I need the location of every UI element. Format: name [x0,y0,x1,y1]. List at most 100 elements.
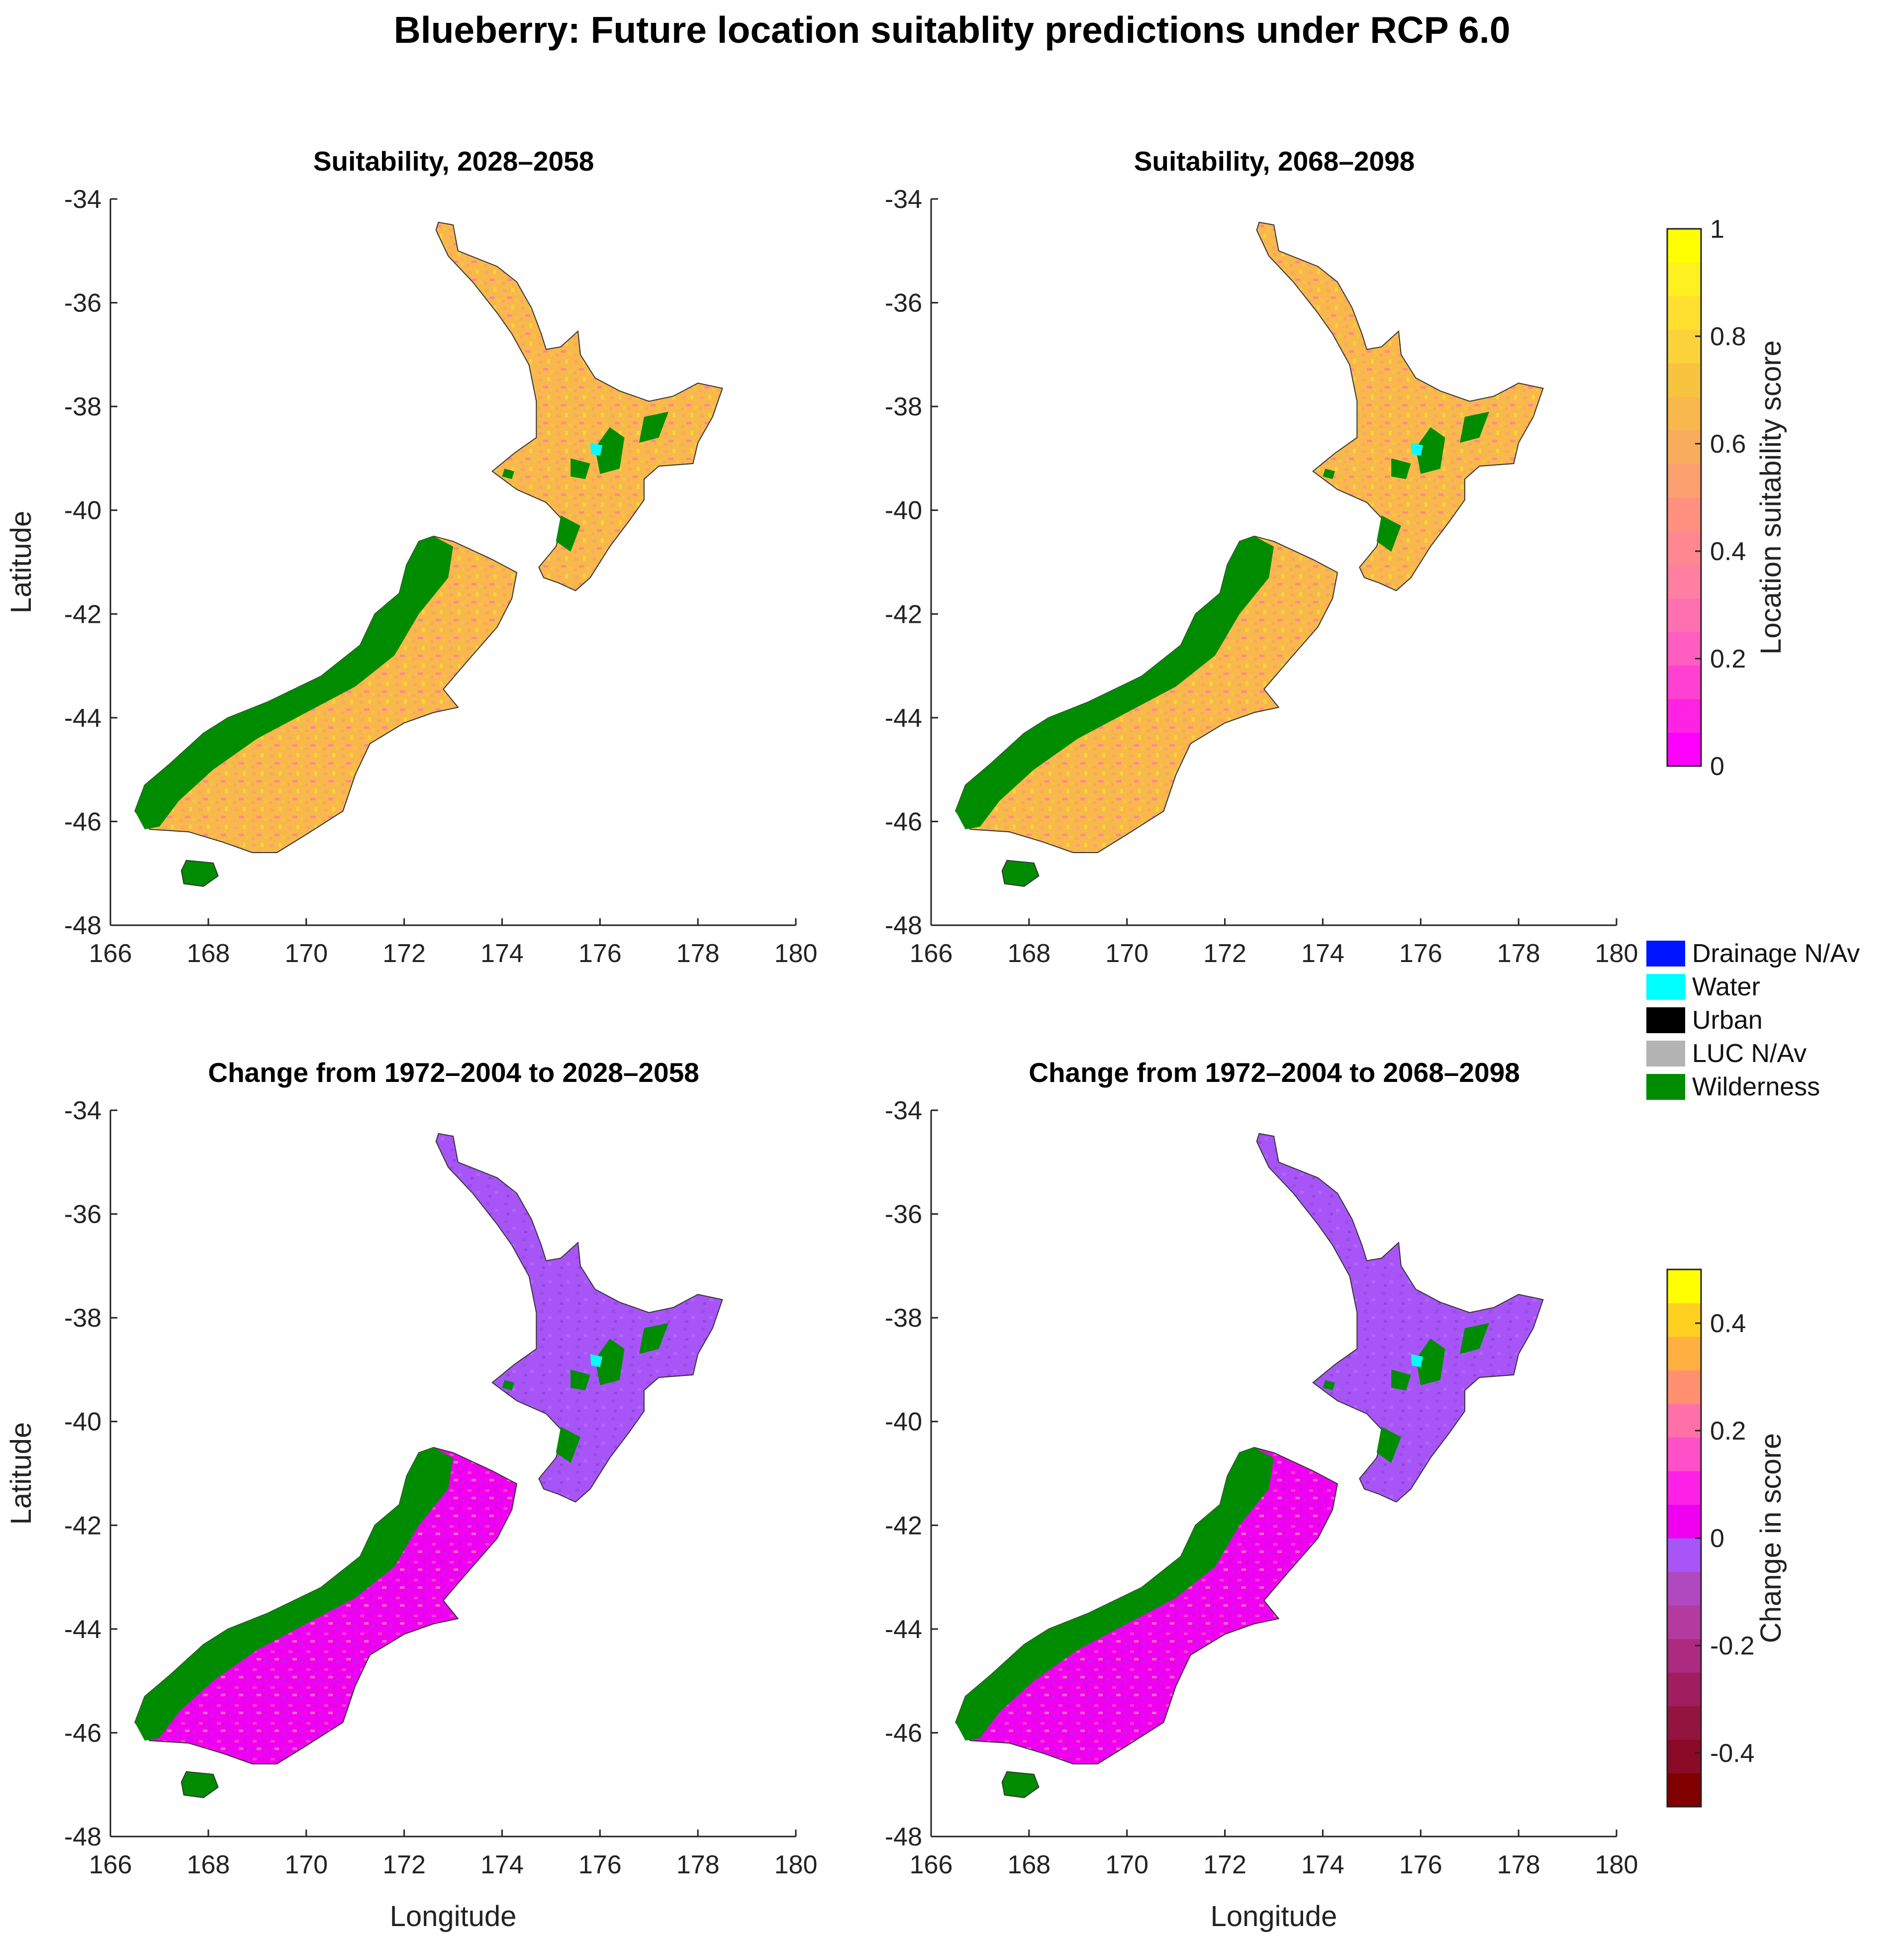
legend-label: Water [1692,972,1760,1001]
stewart-island-shape [181,860,219,887]
legend-label: Wilderness [1692,1072,1820,1101]
legend-swatch [1646,941,1685,967]
lake-taupo-shape [590,1354,603,1367]
x-axis-label: Longitude [1211,1900,1337,1933]
y-tick-label: -46 [885,807,922,836]
colorbar-step [1667,497,1701,531]
y-tick-label: -46 [64,1719,101,1747]
y-tick-label: -42 [64,600,101,629]
colorbar-step [1667,665,1701,699]
colorbar-tick-label: -0.2 [1710,1632,1755,1660]
colorbar-label: Location suitability score [1755,340,1787,655]
y-tick-label: -44 [64,1615,101,1644]
wilderness-zone [1376,1427,1401,1463]
y-tick-label: -38 [64,392,101,421]
colorbar-suitability: 1 0.8 0.6 0.4 0.2 0 Location suitability score [1666,215,1787,781]
colorbar-step [1667,1773,1701,1807]
x-tick-label: 174 [480,1850,524,1879]
x-tick-label: 180 [774,1850,818,1879]
map-panel-bl: 166 168 170 172 174 176 178 180 -34 -36 -38 -40 -42 -… [5,1096,817,1933]
x-tick-label: 178 [1497,939,1540,968]
colorbar-tick-label: -0.4 [1710,1739,1755,1768]
stewart-island-shape [181,1771,219,1798]
colorbar-step [1667,1639,1701,1673]
panel-title-change-mid: Change from 1972–2004 to 2028–2058 [208,1057,699,1088]
wilderness-zone [1460,1323,1490,1355]
legend-label: Drainage N/Av [1692,939,1860,968]
y-tick-label: -38 [885,1304,922,1333]
legend-item-urban: Urban [1646,1005,1763,1035]
colorbar-step [1667,229,1701,263]
colorbar-step [1667,732,1701,767]
x-tick-label: 176 [578,1850,622,1879]
colorbar-change: 0.4 0.2 0 -0.2 -0.4 Change in score [1666,1268,1787,1808]
y-tick-label: -40 [64,496,101,525]
y-tick-label: -36 [885,289,922,318]
legend-item-wilderness: Wilderness [1646,1072,1820,1102]
x-tick-label: 174 [480,939,524,968]
x-axis-label: Longitude [390,1900,517,1933]
x-tick-label: 170 [1105,939,1148,968]
x-tick-label: 172 [382,1850,426,1879]
y-tick-label: -44 [885,1615,922,1644]
north-island-shape [435,221,723,591]
legend-label: LUC N/Av [1692,1039,1807,1068]
y-tick-label: -44 [64,704,101,733]
colorbar-frame [1666,228,1702,767]
map-panel-tl: 166 168 170 172 174 176 178 180 -34 -36 -38 -40 -42 -… [5,185,817,968]
wilderness-zone [955,1447,1274,1741]
wilderness-zone [502,469,514,480]
colorbar-step [1667,396,1701,431]
north-island-shape [435,1133,723,1503]
y-tick-label: -48 [64,1823,101,1851]
wilderness-zone [1323,1380,1335,1391]
y-tick-label: -34 [885,1096,922,1125]
legend-label: Urban [1692,1006,1763,1035]
x-tick-label: 178 [676,1850,720,1879]
wilderness-zone [1376,515,1401,552]
x-tick-label: 180 [1595,939,1638,968]
figure-title: Blueberry: Future location suitablity pr… [393,9,1511,51]
x-tick-label: 174 [1301,939,1344,968]
colorbar-step [1667,464,1701,498]
stewart-island-shape [1001,1771,1040,1798]
x-tick-label: 170 [1105,1850,1148,1879]
colorbar-step [1667,1437,1701,1471]
x-tick-label: 178 [1497,1850,1540,1879]
x-tick-label: 170 [285,939,328,968]
colorbar-tick-label: 0.4 [1710,1309,1746,1338]
legend-item-luc: LUC N/Av [1646,1039,1807,1068]
y-tick-label: -48 [885,911,922,940]
legend-item-drainage: Drainage N/Av [1646,939,1860,969]
y-tick-label: -42 [64,1511,101,1540]
wilderness-zone [1391,458,1411,480]
colorbar-tick-label: 0 [1710,1524,1724,1553]
wilderness-zone [595,427,625,474]
colorbar-tick-label: 1 [1710,215,1724,244]
y-tick-label: -40 [885,1408,922,1437]
map-panel-tr: 166 168 170 172 174 176 178 180 -34 -36 -38 -40 -42 -… [885,185,1638,968]
wilderness-zone [639,1323,669,1355]
colorbar-step [1667,363,1701,397]
stewart-island-shape [1001,860,1040,887]
colorbar-step [1667,1706,1701,1740]
y-tick-label: -38 [64,1304,101,1333]
x-tick-label: 168 [187,939,230,968]
colorbar-tick-label: 0.2 [1710,1417,1746,1446]
y-tick-label: -48 [64,911,101,940]
colorbar-tick-label: 0.4 [1710,537,1746,566]
wilderness-zone [502,1380,514,1391]
x-tick-label: 168 [187,1850,230,1879]
wilderness-zone [135,536,453,830]
wilderness-zone [135,1447,453,1741]
legend-swatch [1646,974,1685,1000]
wilderness-zone [639,411,669,443]
north-island-shape [1256,221,1544,591]
colorbar-step [1667,1740,1701,1773]
colorbar-step [1667,1471,1701,1505]
colorbar-step [1667,1672,1701,1706]
colorbar-step [1667,1404,1701,1438]
x-tick-label: 176 [1399,939,1442,968]
north-island-shape [1256,1133,1544,1503]
colorbar-step [1667,296,1701,330]
